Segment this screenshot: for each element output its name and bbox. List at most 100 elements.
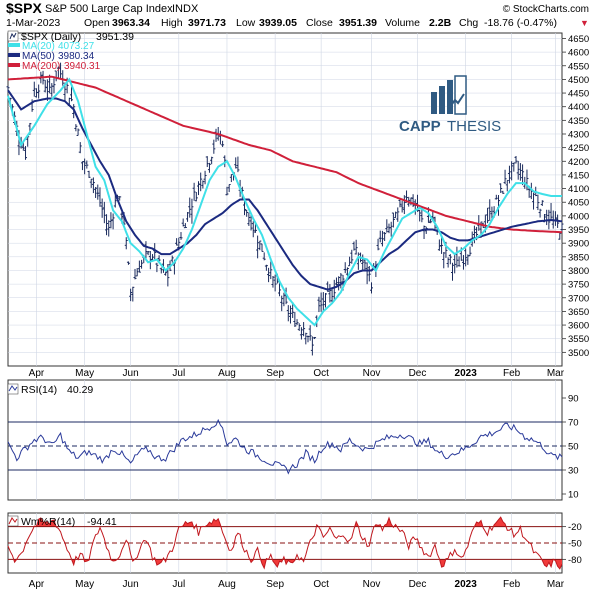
price-bar: [133, 268, 137, 280]
price-bar: [269, 261, 273, 280]
x-tick-label: Aug: [218, 579, 236, 590]
x-tick-label: Sep: [266, 368, 284, 379]
price-bar: [264, 264, 268, 271]
chg-value: -18.76 (-0.47%): [484, 17, 557, 29]
price-bar: [118, 196, 122, 201]
x-tick-label: May: [75, 579, 94, 590]
price-bar: [225, 186, 229, 196]
legend-rsi-label: RSI(14): [21, 384, 57, 396]
price-bar: [369, 282, 373, 294]
x-tick-label: 2023: [455, 579, 478, 590]
capp-thesis-logo: CAPP THESIS: [399, 75, 501, 135]
x-tick-label: Apr: [29, 579, 45, 590]
price-bar: [247, 212, 251, 226]
price-bar: [363, 259, 367, 271]
logo-text-light: THESIS: [447, 118, 501, 135]
price-bar: [512, 162, 516, 172]
legend-ma50-value: 3980.34: [58, 51, 95, 62]
price-bar: [514, 155, 518, 164]
price-bar: [199, 172, 203, 192]
price-bar: [429, 218, 433, 224]
open-label: Open: [84, 17, 110, 29]
low-value: 3939.05: [259, 17, 297, 29]
price-bar: [194, 191, 198, 202]
willr-legend: Wm%R(14) -94.41: [7, 515, 117, 528]
price-bar: [74, 124, 78, 132]
price-bar: [540, 200, 544, 206]
ma200-line: [7, 75, 563, 234]
price-bar: [159, 267, 163, 274]
price-bar: [188, 197, 192, 218]
legend-ma200-label: MA(200): [22, 61, 60, 72]
price-bar: [402, 195, 406, 215]
price-bar: [453, 254, 457, 274]
price-bar: [170, 255, 174, 263]
symbol-name: S&P 500 Large Cap Index: [45, 3, 173, 15]
y-tick-label: 4550: [568, 61, 589, 72]
x-axis: Apr May Jun Jul Aug Sep Oct Nov Dec 2023 Feb Mar Apr…: [29, 368, 565, 590]
price-bar: [306, 335, 310, 343]
price-bar: [334, 277, 338, 286]
price-bar: [317, 296, 321, 313]
price-bar: [293, 312, 297, 327]
price-bar: [258, 240, 262, 251]
price-bar: [297, 323, 301, 331]
price-bar: [310, 336, 314, 356]
price-bar: [98, 187, 102, 207]
price-bar: [155, 262, 159, 273]
legend-ma50-label: MA(50): [22, 51, 55, 62]
y-tick-label: 3600: [568, 321, 589, 332]
logo-text-bold: CAPP: [399, 118, 441, 135]
y-tick-label: 4450: [568, 89, 589, 100]
price-bar: [337, 276, 341, 291]
y-tick-label: 4350: [568, 116, 589, 127]
price-bar: [324, 293, 328, 308]
price-bar: [89, 178, 93, 188]
x-tick-label: Mar: [547, 368, 565, 379]
price-bar: [262, 252, 266, 261]
price-bar: [227, 184, 231, 193]
price-bar: [288, 305, 292, 324]
price-bar: [411, 194, 415, 208]
chart-header: $SPX S&P 500 Large Cap Index INDX © Stoc…: [6, 0, 589, 29]
price-bar: [251, 221, 255, 238]
price-bar: [229, 174, 233, 183]
price-bar: [140, 259, 144, 269]
willr-line: [7, 516, 563, 570]
price-bar: [85, 160, 89, 169]
logo-bar-4: [454, 75, 467, 115]
rsi-panel: 10 30 50 70 90: [7, 379, 579, 501]
y-tick-label: 4650: [568, 34, 589, 45]
price-bar: [461, 255, 465, 270]
low-label: Low: [236, 17, 256, 29]
y-tick-label: 3500: [568, 348, 589, 359]
price-bar: [518, 163, 522, 181]
legend-ma200-value: 3940.31: [64, 61, 101, 72]
price-bar: [295, 319, 299, 326]
logo-bar-1: [431, 92, 437, 114]
x-tick-label: 2023: [455, 368, 478, 379]
price-bar: [179, 232, 183, 240]
x-tick-label: Apr: [29, 368, 45, 379]
y-tick-label: -50: [568, 539, 582, 550]
price-bar: [354, 239, 358, 255]
volume-value: 2.2B: [429, 17, 452, 29]
y-tick-label: 4050: [568, 198, 589, 209]
price-bar: [137, 260, 141, 273]
y-tick-label: 3850: [568, 252, 589, 263]
x-tick-label: Oct: [313, 579, 329, 590]
price-bar: [383, 232, 387, 242]
high-value: 3971.73: [188, 17, 226, 29]
price-bar: [345, 267, 349, 276]
y-tick-label: 90: [568, 394, 579, 405]
price-bar: [126, 261, 130, 265]
legend-willr-label: Wm%R(14): [21, 516, 75, 528]
price-bar: [330, 288, 334, 303]
price-bar: [352, 241, 356, 251]
price-bar: [464, 248, 468, 267]
price-bar: [207, 162, 211, 173]
ma20-line: [7, 77, 562, 327]
price-bar: [151, 254, 155, 261]
y-tick-label: 3750: [568, 280, 589, 291]
